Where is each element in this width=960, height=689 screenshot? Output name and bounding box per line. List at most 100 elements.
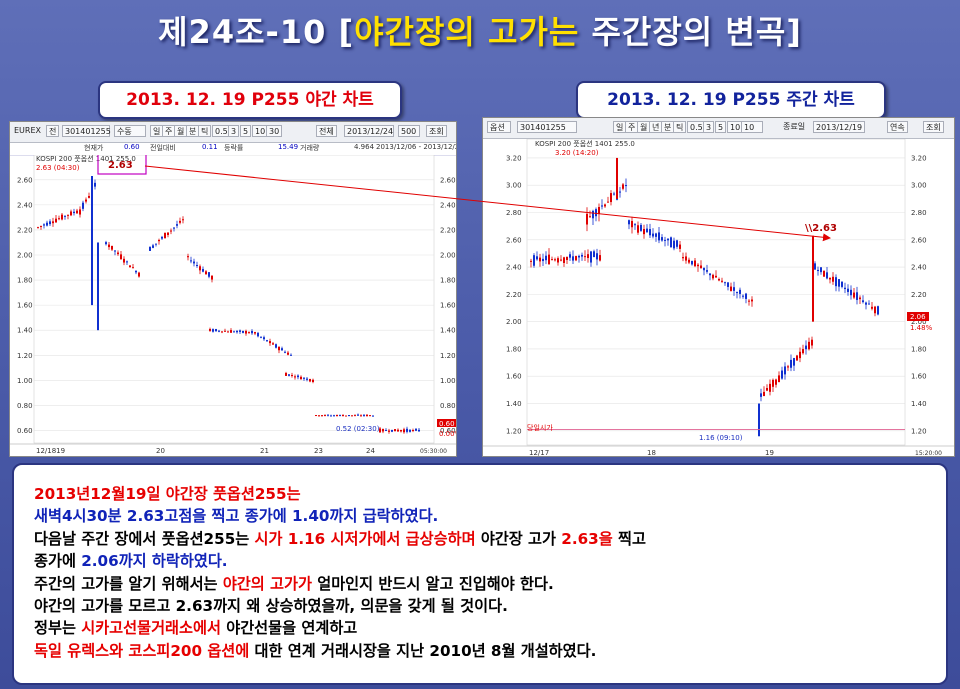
candle-body — [590, 251, 592, 263]
candle-body — [739, 289, 741, 294]
candle-body — [775, 379, 777, 385]
candle-body — [138, 272, 140, 277]
y-tick-label: 1.20 — [911, 427, 927, 435]
info-text-segment: 새벽4시30분 2.63고점을 찍고 종가에 1.40까지 급락하였다. — [34, 507, 439, 526]
candle-body — [49, 221, 51, 225]
y-tick-label: 1.60 — [506, 373, 522, 381]
candle-body — [58, 218, 60, 220]
candle-body — [55, 218, 57, 223]
info-text-segment: 주간의 고가를 알기 위해서는 — [34, 574, 223, 593]
candle-body — [838, 279, 840, 287]
info-line: 다음날 주간 장에서 풋옵션255는 시가 1.16 시저가에서 급상승하며 야… — [34, 528, 946, 550]
info-line: 야간의 고가를 모르고 2.63까지 왜 상승하였을까, 의문을 갖게 될 것이… — [34, 595, 946, 617]
y-tick-label: 1.00 — [440, 377, 456, 385]
mode-select[interactable]: 수동 — [114, 125, 146, 137]
candle-body — [578, 255, 580, 258]
candle-body — [123, 258, 125, 263]
candle-body — [412, 429, 414, 431]
day-high-annotation: 3.20 (14:20) — [555, 149, 599, 157]
info-line: 새벽4시30분 2.63고점을 찍고 종가에 1.40까지 급락하였다. — [34, 505, 946, 527]
candle-body — [287, 352, 289, 355]
period-minute-button[interactable]: 분 — [186, 125, 200, 137]
code-input[interactable]: 301401255 — [62, 125, 111, 137]
y-tick-label: 1.80 — [506, 345, 522, 353]
query-button[interactable]: 조회 — [426, 125, 447, 137]
candle-body — [170, 230, 172, 232]
candle-body — [658, 232, 660, 241]
interval-3-button[interactable]: 3 — [703, 121, 715, 133]
market-select[interactable]: 옵션 — [487, 121, 511, 133]
period-year-button[interactable]: 년 — [649, 121, 663, 133]
y-tick-label: 3.20 — [506, 154, 522, 162]
title-highlight: 야간장의 고가는 — [354, 13, 580, 51]
night-date-2: 20 — [156, 447, 165, 455]
period-week-button[interactable]: 주 — [625, 121, 639, 133]
title-suffix: 주간장의 변곡] — [579, 13, 802, 51]
exchange-label: EUREX — [14, 126, 42, 135]
candle-body — [694, 260, 696, 267]
candle-body — [769, 383, 771, 392]
interval-5-button[interactable]: 5 — [240, 125, 252, 137]
info-text-segment: 야간의 고가가 — [222, 574, 312, 593]
candle-body — [182, 219, 184, 221]
interval-5-button[interactable]: 5 — [715, 121, 727, 133]
day-date-3: 19 — [765, 449, 774, 457]
info-diff-label: 전일대비 — [150, 144, 176, 152]
candle-body — [211, 275, 213, 280]
candle-body — [593, 251, 595, 257]
candle-body — [342, 415, 344, 417]
candle-body — [40, 225, 42, 227]
query-button[interactable]: 조회 — [923, 121, 944, 133]
candle-body — [345, 415, 347, 417]
y-tick-label: 1.60 — [911, 373, 927, 381]
candle-body — [536, 256, 538, 260]
day-open-line-label: 당일시가 — [527, 423, 553, 432]
candle-body — [324, 414, 326, 416]
candle-body — [820, 267, 822, 273]
count-input[interactable]: 500 — [398, 125, 420, 137]
day-mark-2-63: \\2.63 — [805, 223, 837, 234]
candle-body — [108, 244, 110, 248]
candle-body — [712, 274, 714, 279]
candle-body — [655, 233, 657, 237]
period-tick-button[interactable]: 틱 — [673, 121, 687, 133]
candle-body — [379, 428, 381, 433]
candle-body — [796, 355, 798, 361]
candle-body — [808, 341, 810, 350]
interval-select[interactable]: 10 — [741, 121, 763, 133]
day-current-price: 2.06 — [910, 313, 926, 321]
day-low-annotation: 1.16 (09:10) — [699, 434, 743, 442]
candle-body — [871, 306, 873, 309]
candle-body — [64, 215, 66, 217]
candle-body — [135, 270, 137, 273]
info-range: 2013/12/06 - 2013/12/24 — [376, 143, 457, 151]
y-tick-label: 2.00 — [506, 318, 522, 326]
date-input[interactable]: 2013/12/24 — [344, 125, 394, 137]
candle-body — [248, 332, 250, 334]
candle-body — [829, 277, 831, 280]
tab-button[interactable]: 전 — [46, 125, 60, 137]
code-input[interactable]: 301401255 — [517, 121, 577, 133]
candle-body — [281, 348, 283, 351]
interval-10-button[interactable]: 10 — [727, 121, 744, 133]
date-input[interactable]: 2013/12/19 — [813, 121, 865, 133]
candle-body — [548, 254, 550, 265]
candle-body — [85, 199, 87, 202]
y-tick-label: 0.60 — [440, 427, 456, 435]
candle-body — [721, 280, 723, 282]
y-tick-label: 0.80 — [17, 402, 33, 410]
info-text-segment: 찍고 — [612, 529, 646, 548]
candle-body — [682, 257, 684, 259]
info-text-segment: 야간장 고가 — [475, 529, 562, 548]
y-tick-label: 2.00 — [17, 252, 33, 260]
y-tick-label: 2.20 — [440, 226, 456, 234]
candle-body — [318, 415, 320, 417]
period-tick-button[interactable]: 틱 — [198, 125, 212, 137]
interval-3-button[interactable]: 3 — [228, 125, 240, 137]
candle-body — [369, 415, 371, 417]
all-checkbox[interactable]: 전체 — [316, 125, 337, 137]
continuous-button[interactable]: 연속 — [887, 121, 908, 133]
candle-body — [382, 429, 384, 432]
candle-body — [634, 224, 636, 226]
interval-30-button[interactable]: 30 — [266, 125, 283, 137]
